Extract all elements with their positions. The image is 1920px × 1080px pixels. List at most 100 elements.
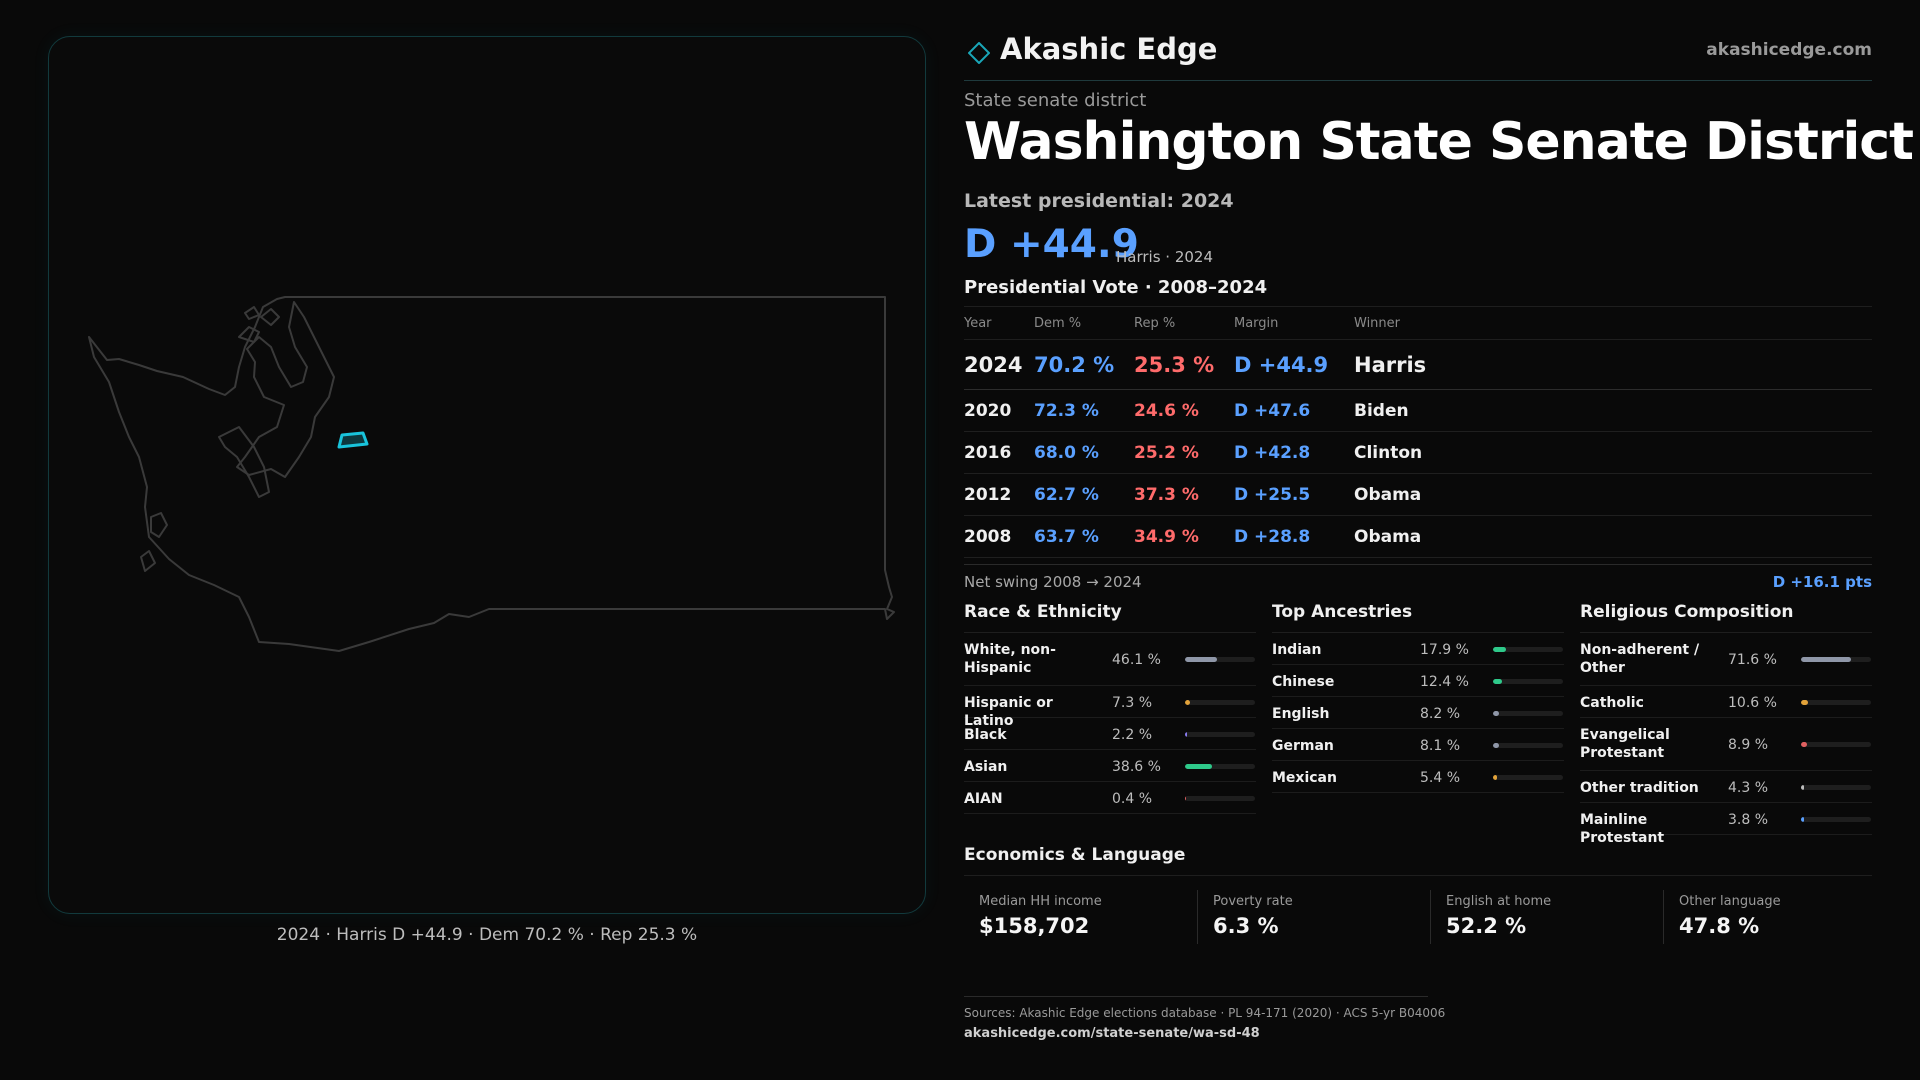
race-label: White, non-Hispanic <box>964 642 1056 676</box>
race-bar <box>1185 732 1255 737</box>
religion-value: 3.8 % <box>1728 812 1769 828</box>
district-48-shape[interactable] <box>337 431 369 449</box>
latest-presidential-label: Latest presidential: 2024 <box>964 190 1234 212</box>
cell-dem: 63.7 % <box>1034 527 1099 547</box>
cell-rep: 24.6 % <box>1134 401 1199 421</box>
cell-year: 2020 <box>964 401 1012 421</box>
header-winner: Winner <box>1354 316 1401 331</box>
ancestry-row: Mexican 5.4 % <box>1272 761 1564 793</box>
ancestry-bar-fill <box>1493 647 1506 652</box>
header-year: Year <box>964 316 992 331</box>
cell-winner: Harris <box>1354 353 1427 377</box>
race-value: 2.2 % <box>1112 727 1153 743</box>
cell-rep: 25.2 % <box>1134 443 1199 463</box>
ancestry-bar-fill <box>1493 743 1499 748</box>
ancestry-label: Chinese <box>1272 674 1335 690</box>
cell-winner: Obama <box>1354 527 1422 547</box>
sources-footer: Sources: Akashic Edge elections database… <box>964 996 1445 1041</box>
table-row: 2016 68.0 % 25.2 % D +42.8 Clinton <box>964 432 1872 474</box>
washington-state-outline <box>88 296 895 652</box>
ancestry-label: Indian <box>1272 642 1322 658</box>
header-dem: Dem % <box>1034 316 1082 331</box>
cell-year: 2016 <box>964 443 1012 463</box>
source-url-link[interactable]: akashicedge.com/state-senate/wa-sd-48 <box>964 1026 1260 1041</box>
table-header-row: Year Dem % Rep % Margin Winner <box>964 306 1872 340</box>
religion-value: 8.9 % <box>1728 737 1769 753</box>
table-row: 2020 72.3 % 24.6 % D +47.6 Biden <box>964 390 1872 432</box>
religion-value: 4.3 % <box>1728 780 1769 796</box>
religion-bar <box>1801 700 1871 705</box>
ancestry-row: Indian 17.9 % <box>1272 633 1564 665</box>
ancestry-section: Top Ancestries Indian 17.9 % Chinese 12.… <box>1272 602 1564 793</box>
cell-winner: Clinton <box>1354 443 1423 463</box>
table-row: 2024 70.2 % 25.3 % D +44.9 Harris <box>964 340 1872 390</box>
race-bar <box>1185 764 1255 769</box>
race-row: White, non-Hispanic 46.1 % <box>964 633 1256 686</box>
religion-label: Mainline Protestant <box>1580 812 1665 846</box>
ancestry-value: 8.2 % <box>1420 706 1461 722</box>
ancestry-bar-fill <box>1493 711 1499 716</box>
econ-value: 52.2 % <box>1446 914 1527 938</box>
cell-margin: D +25.5 <box>1234 485 1311 505</box>
cell-rep: 34.9 % <box>1134 527 1199 547</box>
ancestry-bar <box>1493 775 1563 780</box>
cell-year: 2024 <box>964 353 1023 377</box>
ancestry-row: Chinese 12.4 % <box>1272 665 1564 697</box>
econ-label: Other language <box>1679 894 1781 909</box>
cell-margin: D +42.8 <box>1234 443 1311 463</box>
econ-stat: Poverty rate 6.3 % <box>1197 890 1418 944</box>
religion-row: Mainline Protestant 3.8 % <box>1580 803 1872 846</box>
race-label: AIAN <box>964 791 1003 807</box>
religion-bar <box>1801 657 1871 662</box>
religion-bar-fill <box>1801 785 1804 790</box>
state-outline <box>88 296 895 652</box>
race-bar-fill <box>1185 764 1213 769</box>
religion-bar <box>1801 742 1871 747</box>
ancestry-value: 8.1 % <box>1420 738 1461 754</box>
ancestry-value: 12.4 % <box>1420 674 1469 690</box>
race-bar-fill <box>1185 657 1218 662</box>
presidential-vote-table: Year Dem % Rep % Margin Winner 2024 70.2… <box>964 306 1872 558</box>
race-value: 7.3 % <box>1112 695 1153 711</box>
net-swing-value: D +16.1 pts <box>1772 573 1872 591</box>
ancestry-label: English <box>1272 706 1330 722</box>
ancestry-value: 5.4 % <box>1420 770 1461 786</box>
religion-label: Catholic <box>1580 695 1644 711</box>
race-value: 0.4 % <box>1112 791 1153 807</box>
race-bar-fill <box>1185 796 1187 801</box>
religion-label: Other tradition <box>1580 780 1699 796</box>
ancestry-bar <box>1493 647 1563 652</box>
race-bar <box>1185 796 1255 801</box>
domain-link[interactable]: akashicedge.com <box>1706 40 1872 60</box>
diamond-logo-icon <box>968 42 990 64</box>
race-label: Asian <box>964 759 1008 775</box>
religion-bar <box>1801 785 1871 790</box>
brand-name[interactable]: Akashic Edge <box>1000 32 1218 66</box>
district-kicker: State senate district <box>964 90 1147 111</box>
map-panel[interactable] <box>48 36 926 914</box>
cell-rep: 25.3 % <box>1134 353 1215 377</box>
cell-year: 2012 <box>964 485 1012 505</box>
religion-bar-fill <box>1801 700 1809 705</box>
ancestry-title: Top Ancestries <box>1272 602 1564 633</box>
religion-row: Other tradition 4.3 % <box>1580 771 1872 803</box>
header: Akashic Edge akashicedge.com <box>964 30 1872 81</box>
page-title: Washington State Senate District 48 <box>964 112 1920 172</box>
religion-section: Religious Composition Non-adherent / Oth… <box>1580 602 1872 846</box>
district-map[interactable] <box>49 37 927 915</box>
race-bar-fill <box>1185 700 1191 705</box>
race-ethnicity-title: Race & Ethnicity <box>964 602 1256 633</box>
race-bar-fill <box>1185 732 1187 737</box>
islands-outline <box>238 306 280 343</box>
religion-row: Evangelical Protestant 8.9 % <box>1580 718 1872 771</box>
religion-title: Religious Composition <box>1580 602 1872 633</box>
race-label: Hispanic or Latino <box>964 695 1053 729</box>
race-value: 46.1 % <box>1112 652 1161 668</box>
econ-value: $158,702 <box>979 914 1090 938</box>
ancestry-row: English 8.2 % <box>1272 697 1564 729</box>
ancestry-label: German <box>1272 738 1334 754</box>
ancestry-bar-fill <box>1493 679 1502 684</box>
header-margin: Margin <box>1234 316 1279 331</box>
sources-text: Sources: Akashic Edge elections database… <box>964 1006 1446 1020</box>
map-caption: 2024 · Harris D +44.9 · Dem 70.2 % · Rep… <box>276 925 698 945</box>
